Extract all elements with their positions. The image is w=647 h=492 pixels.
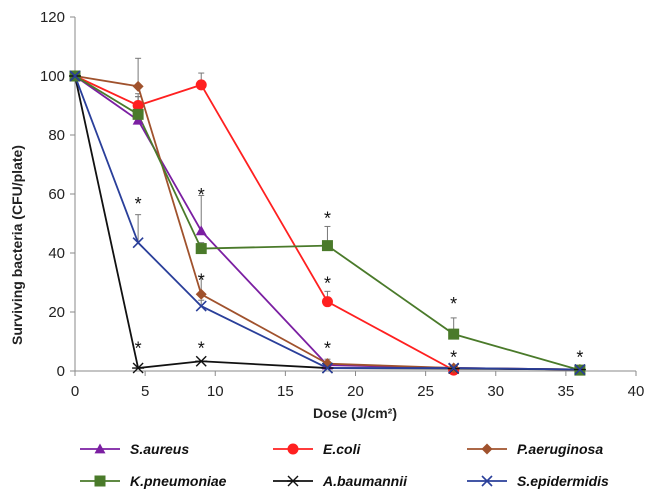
legend-marker bbox=[481, 443, 493, 455]
significance-star: * bbox=[324, 274, 331, 294]
point-k-pneumoniae bbox=[448, 328, 460, 340]
y-tick-label: 20 bbox=[48, 304, 65, 321]
marker-stroke bbox=[195, 300, 207, 312]
marker-stroke bbox=[69, 70, 81, 82]
y-tick-label: 60 bbox=[48, 186, 65, 203]
legend-label: K.pneumoniae bbox=[130, 473, 227, 489]
x-tick-label: 35 bbox=[558, 383, 575, 400]
legend-marker bbox=[94, 443, 106, 454]
significance-annotations: * * * * * * * * * * * bbox=[135, 185, 584, 367]
x-tick-label: 0 bbox=[71, 383, 79, 400]
point-s-epidermidis bbox=[448, 362, 460, 374]
legend-label: S.epidermidis bbox=[517, 473, 609, 489]
x-tick-label: 5 bbox=[141, 383, 149, 400]
legend-label: E.coli bbox=[323, 441, 361, 457]
point-e-coli bbox=[195, 79, 207, 91]
legend-label: P.aeruginosa bbox=[517, 441, 603, 457]
x-tick-labels: 0 5 10 15 20 25 30 35 40 bbox=[71, 383, 645, 400]
y-tick-label: 100 bbox=[40, 68, 65, 85]
y-axis-title: Surviving bacteria (CFU/plate) bbox=[9, 145, 25, 345]
point-s-epidermidis bbox=[132, 237, 144, 249]
significance-star: * bbox=[198, 338, 205, 358]
legend-item-s-aureus: S.aureus bbox=[80, 441, 189, 457]
point-p-aeruginosa bbox=[195, 288, 207, 300]
axes bbox=[70, 16, 637, 376]
legend-item-p-aeruginosa: P.aeruginosa bbox=[467, 441, 603, 457]
legend-marker bbox=[481, 475, 493, 487]
y-tick-label: 120 bbox=[40, 9, 65, 26]
point-s-epidermidis bbox=[69, 70, 81, 82]
legend-item-k-pneumoniae: K.pneumoniae bbox=[80, 473, 227, 489]
legend-item-e-coli: E.coli bbox=[273, 441, 361, 457]
significance-star: * bbox=[324, 338, 331, 358]
point-s-epidermidis bbox=[195, 300, 207, 312]
marker-stroke bbox=[132, 237, 144, 249]
legend-item-a-baumannii: A.baumannii bbox=[273, 473, 408, 489]
point-a-baumannii bbox=[132, 362, 145, 374]
significance-star: * bbox=[135, 194, 142, 214]
marker-stroke bbox=[448, 362, 460, 374]
significance-star: * bbox=[450, 347, 457, 367]
x-tick-label: 25 bbox=[417, 383, 434, 400]
y-tick-labels: 0 20 40 60 80 100 120 bbox=[40, 9, 65, 380]
significance-star: * bbox=[450, 294, 457, 314]
significance-star: * bbox=[198, 271, 205, 291]
point-p-aeruginosa bbox=[132, 80, 144, 92]
x-tick-label: 10 bbox=[207, 383, 224, 400]
marker-stroke bbox=[574, 363, 586, 376]
marker-stroke bbox=[321, 362, 334, 374]
legend-marker bbox=[287, 443, 299, 455]
x-axis-title: Dose (J/cm²) bbox=[313, 405, 397, 421]
significance-star: * bbox=[576, 347, 583, 367]
x-tick-label: 20 bbox=[347, 383, 364, 400]
point-k-pneumoniae bbox=[132, 108, 144, 120]
point-s-epidermidis bbox=[574, 363, 586, 376]
series-line-s-epidermidis bbox=[74, 75, 580, 371]
y-tick-label: 0 bbox=[57, 363, 65, 380]
series-line-k-pneumoniae bbox=[74, 75, 581, 371]
x-tick-label: 30 bbox=[487, 383, 504, 400]
point-e-coli bbox=[321, 296, 333, 308]
legend-label: A.baumannii bbox=[322, 473, 408, 489]
point-k-pneumoniae bbox=[321, 240, 333, 252]
x-tick-label: 40 bbox=[628, 383, 645, 400]
x-tick-label: 15 bbox=[277, 383, 294, 400]
series-line-e-coli bbox=[74, 75, 455, 371]
point-k-pneumoniae bbox=[195, 243, 207, 255]
y-tick-label: 40 bbox=[48, 245, 65, 262]
point-a-baumannii bbox=[195, 355, 208, 367]
legend: S.aureus E.coli P.aeruginosa K.pneumoniae A.… bbox=[80, 441, 609, 489]
significance-star: * bbox=[198, 185, 205, 205]
legend-marker bbox=[287, 475, 299, 487]
legend-item-s-epidermidis: S.epidermidis bbox=[467, 473, 609, 489]
y-tick-label: 80 bbox=[48, 127, 65, 144]
point-e-coli bbox=[132, 100, 144, 111]
legend-label: S.aureus bbox=[130, 441, 189, 457]
legend-marker bbox=[94, 475, 106, 487]
significance-star: * bbox=[135, 338, 142, 358]
point-s-epidermidis bbox=[321, 362, 334, 374]
series-markers bbox=[69, 70, 586, 376]
point-s-aureus bbox=[195, 225, 207, 236]
marker-stroke bbox=[481, 475, 493, 487]
significance-star: * bbox=[324, 209, 331, 229]
